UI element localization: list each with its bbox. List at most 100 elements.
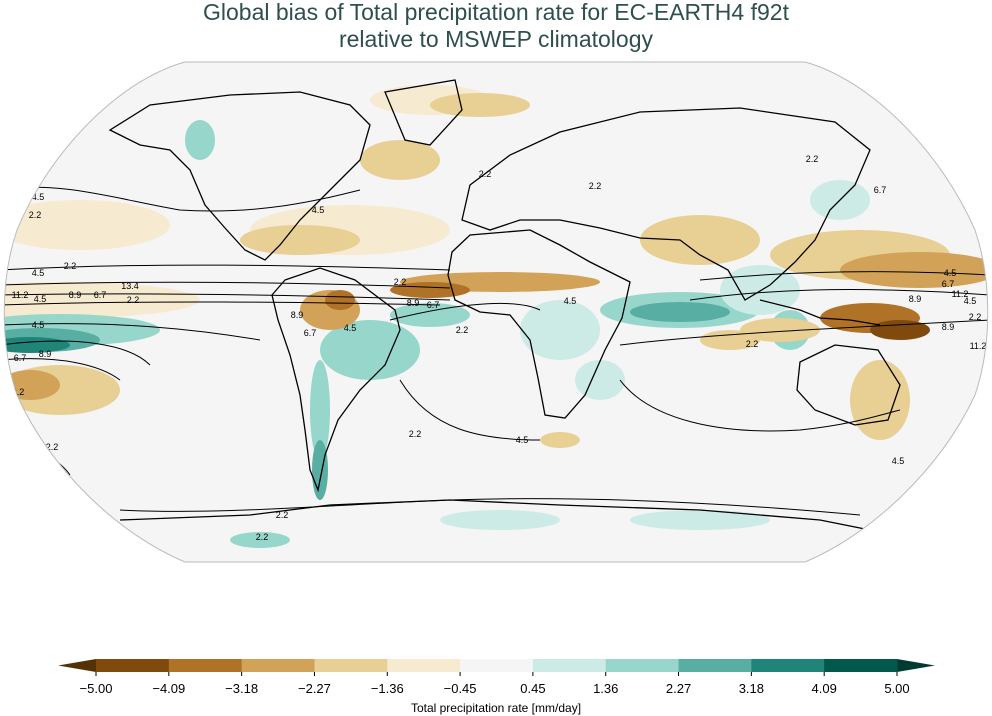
bias-region bbox=[520, 300, 600, 360]
colorbar-tick-label: 5.00 bbox=[884, 681, 909, 696]
coastline bbox=[447, 229, 631, 419]
contour-label: 6.7 bbox=[14, 353, 27, 363]
colorbar-tick-label: 1.36 bbox=[593, 681, 618, 696]
coastline bbox=[384, 79, 463, 146]
colorbar-segment bbox=[751, 659, 825, 672]
map-border bbox=[3, 61, 989, 563]
bias-region bbox=[4, 200, 170, 250]
contour-label: 8.9 bbox=[909, 294, 922, 304]
contour-label: 2.2 bbox=[456, 325, 469, 335]
coastlines bbox=[108, 79, 901, 531]
colorbar-segment bbox=[314, 659, 388, 672]
contour-label: 11.2 bbox=[970, 341, 987, 351]
contour-label: 4.5 bbox=[944, 268, 957, 278]
bias-region bbox=[390, 282, 470, 298]
contour-label: 4.5 bbox=[892, 456, 905, 466]
colorbar-tick-label: −0.45 bbox=[444, 681, 477, 696]
contour-label: 4.5 bbox=[964, 296, 977, 306]
bias-region bbox=[540, 432, 580, 448]
contour-label: 4.5 bbox=[344, 323, 357, 333]
coastline bbox=[461, 107, 871, 301]
contour-line bbox=[119, 498, 861, 516]
colorbar: −5.00 −4.09 −3.18 −2.27 −1.36 −0.45 0.45 1.36 2.… bbox=[58, 659, 935, 696]
contour-label: 4.5 bbox=[516, 435, 529, 445]
contour-label: 8.9 bbox=[39, 349, 52, 359]
colorbar-tick-label: −5.00 bbox=[80, 681, 113, 696]
contour-line bbox=[389, 302, 541, 321]
bias-region bbox=[575, 360, 625, 400]
contour-label: 4.5 bbox=[32, 320, 45, 330]
contour-label: 8.9 bbox=[942, 322, 955, 332]
chart-title-line2: relative to MSWEP climatology bbox=[338, 26, 653, 52]
contour-line bbox=[4, 301, 441, 306]
bias-region bbox=[360, 140, 440, 180]
contour-label: 6.7 bbox=[427, 300, 440, 310]
contour-label: 2.2 bbox=[127, 295, 140, 305]
colorbar-segment bbox=[168, 659, 243, 672]
coastline bbox=[796, 344, 901, 426]
colorbar-tick-label: −2.27 bbox=[298, 681, 331, 696]
coastline bbox=[119, 499, 871, 531]
contour-line bbox=[4, 264, 451, 271]
colorbar-tick-label: 3.18 bbox=[739, 681, 764, 696]
coastline bbox=[271, 267, 401, 493]
contour-label: 11.2 bbox=[12, 290, 29, 300]
contour-line bbox=[4, 323, 261, 341]
contour-label: 2.2 bbox=[806, 154, 819, 164]
contour-label: 2.2 bbox=[64, 261, 77, 271]
contour-line bbox=[689, 289, 988, 301]
contour-labels: 4.52.24.511.2 4.5 8.9 6.713.42.24.56.7 8.92.… bbox=[12, 154, 987, 542]
bias-region bbox=[440, 510, 560, 530]
bias-region bbox=[312, 440, 328, 500]
contour-label: 2.2 bbox=[276, 510, 289, 520]
coastline bbox=[759, 299, 881, 326]
contour-line bbox=[619, 379, 901, 432]
map-background bbox=[4, 62, 988, 562]
contour-label: 2.2 bbox=[589, 181, 602, 191]
contour-line bbox=[619, 319, 988, 346]
colorbar-tick-label: 0.45 bbox=[520, 681, 545, 696]
contour-line bbox=[4, 358, 121, 381]
contour-label: 2.2 bbox=[394, 277, 407, 287]
bias-region bbox=[320, 320, 420, 380]
bias-region bbox=[630, 302, 730, 322]
bias-region bbox=[230, 532, 290, 548]
contour-line bbox=[4, 186, 361, 212]
contour-label: 13.4 bbox=[121, 281, 139, 291]
contour-label: 6.7 bbox=[304, 328, 317, 338]
bias-region bbox=[870, 320, 930, 340]
coastline bbox=[108, 91, 371, 261]
colorbar-segment bbox=[460, 659, 534, 672]
bias-region bbox=[740, 318, 820, 342]
bias-region bbox=[310, 360, 330, 460]
contour-label: 11.2 bbox=[952, 289, 969, 299]
bias-region bbox=[850, 360, 910, 440]
contour-label: 2.2 bbox=[409, 429, 422, 439]
contour-line bbox=[4, 293, 451, 301]
colorbar-segment bbox=[678, 659, 752, 672]
contour-lines bbox=[4, 186, 988, 516]
contour-label: 4.5 bbox=[564, 296, 577, 306]
contour-label: 4.5 bbox=[32, 192, 45, 202]
contour-label: 2.2 bbox=[969, 312, 982, 322]
bias-region bbox=[390, 303, 470, 327]
contour-label: 2.2 bbox=[29, 210, 42, 220]
contour-label: 2.2 bbox=[256, 532, 269, 542]
bias-region bbox=[4, 282, 200, 318]
contour-label: 4.5 bbox=[32, 268, 45, 278]
colorbar-extend-low bbox=[58, 659, 96, 672]
map-area: 4.52.24.511.2 4.5 8.9 6.713.42.24.56.7 8.92.… bbox=[4, 62, 988, 562]
colorbar-extend-high bbox=[897, 659, 935, 672]
bias-field bbox=[4, 85, 988, 548]
colorbar-segment bbox=[241, 659, 315, 672]
contour-label: 2.2 bbox=[479, 169, 492, 179]
colorbar-segment bbox=[96, 659, 170, 672]
colorbar-tick-label: −1.36 bbox=[371, 681, 404, 696]
bias-region bbox=[720, 265, 800, 315]
contour-label: 6.7 bbox=[874, 185, 887, 195]
colorbar-tick-label: −4.09 bbox=[152, 681, 185, 696]
bias-region bbox=[185, 120, 215, 160]
colorbar-tick-label: 2.27 bbox=[666, 681, 691, 696]
contour-label: 6.7 bbox=[94, 290, 107, 300]
